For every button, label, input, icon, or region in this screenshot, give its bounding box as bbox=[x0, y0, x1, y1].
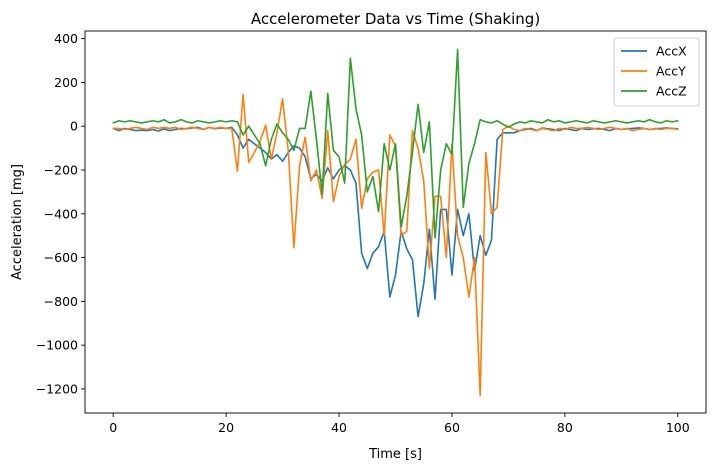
y-axis-label: Acceleration [mg] bbox=[10, 164, 25, 280]
series-line-accz bbox=[112, 48, 679, 239]
y-tick-label: 200 bbox=[54, 75, 78, 90]
plot-frame bbox=[84, 30, 707, 414]
legend-label-accz: AccZ bbox=[656, 84, 687, 99]
x-tick-label: 60 bbox=[444, 420, 460, 435]
x-tick-label: 20 bbox=[218, 420, 234, 435]
y-tick-label: −400 bbox=[44, 206, 78, 221]
x-axis-label: Time [s] bbox=[368, 447, 422, 462]
chart-title: Accelerometer Data vs Time (Shaking) bbox=[251, 10, 540, 28]
tick-labels: 0 20 40 60 80 100 400 200 0 −200 −400 −600 −800 −1000… bbox=[36, 31, 690, 435]
y-tick-label: −1200 bbox=[36, 381, 78, 396]
x-tick-label: 80 bbox=[557, 420, 573, 435]
y-tick-label: −200 bbox=[44, 163, 78, 178]
series-lines bbox=[112, 48, 679, 397]
x-tick-label: 0 bbox=[109, 420, 117, 435]
y-tick-label: −1000 bbox=[36, 338, 78, 353]
legend-box bbox=[613, 37, 700, 107]
x-tick-label: 40 bbox=[331, 420, 347, 435]
legend: AccX AccY AccZ bbox=[613, 37, 700, 107]
x-tick-label: 100 bbox=[666, 420, 690, 435]
legend-label-accx: AccX bbox=[656, 44, 687, 59]
y-tick-label: −600 bbox=[44, 250, 78, 265]
y-tick-label: −800 bbox=[44, 294, 78, 309]
legend-label-accy: AccY bbox=[656, 64, 686, 79]
y-tick-label: 400 bbox=[54, 31, 78, 46]
tick-marks bbox=[81, 38, 679, 417]
y-tick-label: 0 bbox=[70, 119, 78, 134]
